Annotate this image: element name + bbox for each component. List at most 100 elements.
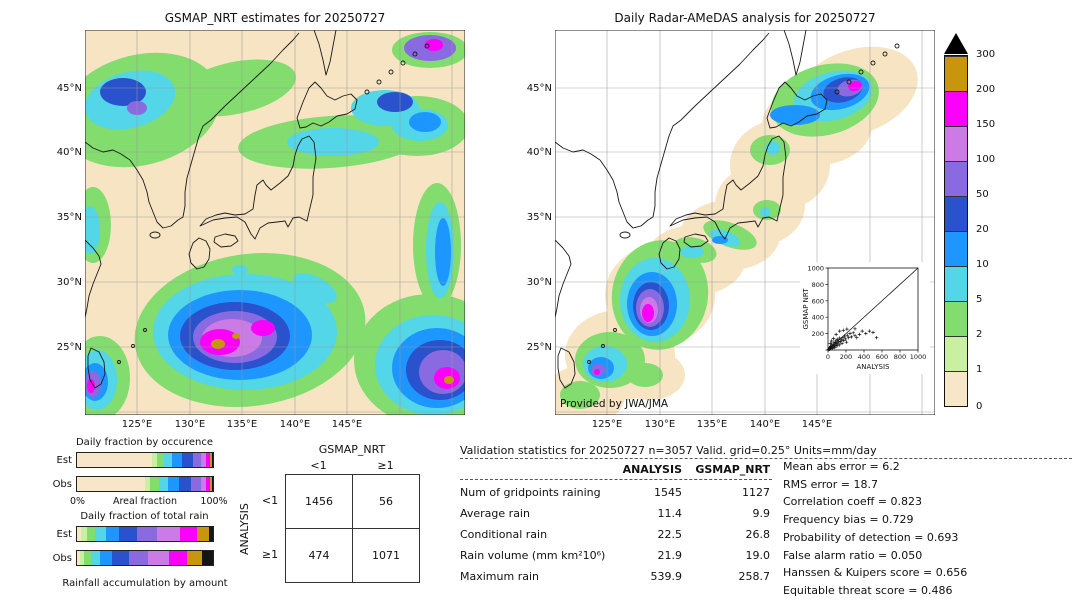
lon-tick: 130°E	[174, 419, 206, 430]
colorbar-overflow-triangle	[944, 33, 968, 54]
right-map-title: Daily Radar-AMeDAS analysis for 20250727	[614, 11, 876, 25]
bar-segment	[169, 551, 188, 565]
bar-segment	[151, 453, 158, 467]
lon-tick: 125°E	[121, 419, 153, 430]
stat-analysis-value: 22.5	[657, 528, 683, 541]
dashed-divider	[460, 479, 772, 480]
bar-segment	[202, 551, 213, 565]
score-metrics: Mean abs error = 6.2 RMS error = 18.7 Co…	[783, 458, 967, 600]
colorbar-label: 200	[976, 84, 996, 95]
metric-line: Hanssen & Kuipers score = 0.656	[783, 566, 968, 580]
bar-segment	[145, 477, 151, 491]
stats-header-spacer	[460, 463, 620, 476]
colorbar-label: 5	[976, 294, 983, 305]
bar-segment	[178, 477, 192, 491]
bar-segment	[147, 551, 170, 565]
svg-text:600: 600	[812, 297, 824, 305]
obs-label: Obs	[52, 479, 72, 490]
bar-segment	[211, 477, 213, 491]
colorbar-segment	[945, 336, 967, 371]
colorbar-segment	[945, 371, 967, 406]
lat-tick: 45°N	[526, 83, 552, 94]
scatter-points	[827, 327, 879, 352]
left-map	[59, 29, 506, 426]
bar-segment	[112, 551, 129, 565]
stats-row: Rain volume (mm km²10⁶) 21.9 19.0	[460, 549, 772, 562]
stat-gsmap-value: 19.0	[745, 549, 771, 562]
lat-tick: 40°N	[526, 147, 552, 158]
colorbar-label: 0	[976, 401, 983, 412]
inset-x-tick-labels: 0 200 400 600 800 1000	[826, 353, 926, 361]
lon-tick: 145°E	[331, 419, 363, 430]
bar-segment	[86, 527, 95, 541]
lon-tick: 125°E	[591, 419, 623, 430]
metric-line: RMS error = 18.7	[783, 477, 878, 491]
metric-line: Probability of detection = 0.693	[783, 530, 959, 544]
bar-segment	[77, 527, 82, 541]
lon-tick: 140°E	[279, 419, 311, 430]
bar-segment	[158, 477, 169, 491]
bar-segment	[206, 453, 210, 467]
stat-label: Rain volume (mm km²10⁶)	[460, 549, 606, 562]
stats-col-analysis: ANALYSIS	[622, 463, 682, 476]
lon-tick: 140°E	[749, 419, 781, 430]
areal-fraction-label: Areal fraction	[112, 496, 177, 507]
svg-text:400: 400	[812, 314, 824, 322]
metric-line: Mean abs error = 6.2	[783, 460, 900, 473]
bar-segment	[79, 551, 84, 565]
contingency-cell: 1071	[353, 529, 420, 583]
occurrence-est-bar	[76, 452, 214, 468]
stat-gsmap-value: 26.8	[745, 528, 771, 541]
inset-x-axis-label: ANALYSIS	[856, 363, 890, 371]
bar-segment	[77, 551, 80, 565]
lon-tick: 135°E	[226, 419, 258, 430]
occurrence-title: Daily fraction by occurence	[75, 437, 213, 448]
svg-text:200: 200	[812, 330, 824, 338]
colorbar-label: 2	[976, 329, 983, 340]
bar-segment	[206, 477, 210, 491]
pct-min-label: 0%	[70, 496, 86, 507]
stats-header-row: ANALYSIS GSMAP_NRT	[460, 463, 772, 476]
left-map-svg	[59, 29, 506, 426]
contingency-row-header: <1	[261, 494, 279, 507]
metric-line: False alarm ratio = 0.050	[783, 548, 923, 562]
lon-tick: 130°E	[644, 419, 676, 430]
lat-tick: 30°N	[56, 277, 82, 288]
colorbar-segment	[945, 161, 967, 196]
stats-row: Num of gridpoints raining 1545 1127	[460, 486, 772, 499]
credit-text: Provided by JWA/JMA	[560, 398, 669, 410]
bar-segment	[150, 477, 159, 491]
svg-text:200: 200	[840, 353, 852, 361]
bar-segment	[100, 551, 113, 565]
colorbar-segment	[945, 266, 967, 301]
contingency-row-axis-label: ANALYSIS	[238, 503, 251, 555]
est-label: Est	[56, 455, 72, 466]
stat-analysis-value: 21.9	[657, 549, 683, 562]
lat-tick: 45°N	[56, 83, 82, 94]
svg-text:400: 400	[858, 353, 870, 361]
est-label: Est	[56, 529, 72, 540]
bar-segment	[168, 477, 179, 491]
colorbar-segment	[945, 56, 967, 91]
stats-col-gsmap: GSMAP_NRT	[695, 463, 770, 476]
stats-row: Average rain 11.4 9.9	[460, 507, 772, 520]
stat-label: Num of gridpoints raining	[460, 486, 601, 499]
total-rain-title: Daily fraction of total rain	[80, 511, 209, 522]
contingency-col-header: ≥1	[377, 459, 394, 472]
stat-analysis-value: 539.9	[650, 570, 683, 583]
inset-scatter-svg: 0 200 400 600 800 1000 1000 800 600 400 …	[802, 265, 926, 372]
stat-gsmap-value: 1127	[742, 486, 770, 499]
lat-tick: 40°N	[56, 147, 82, 158]
colorbar-segment	[945, 301, 967, 336]
lat-tick: 25°N	[56, 342, 82, 353]
bar-segment	[187, 551, 203, 565]
total-obs-bar	[76, 550, 214, 566]
svg-text:1000: 1000	[807, 265, 824, 273]
stat-label: Average rain	[460, 507, 530, 520]
stat-analysis-value: 11.4	[657, 507, 683, 520]
pct-max-label: 100%	[200, 496, 228, 507]
contingency-grid: 1456 56 474 1071	[285, 474, 420, 583]
bar-segment	[200, 477, 207, 491]
contingency-cell: 56	[353, 475, 420, 529]
bar-segment	[192, 453, 201, 467]
